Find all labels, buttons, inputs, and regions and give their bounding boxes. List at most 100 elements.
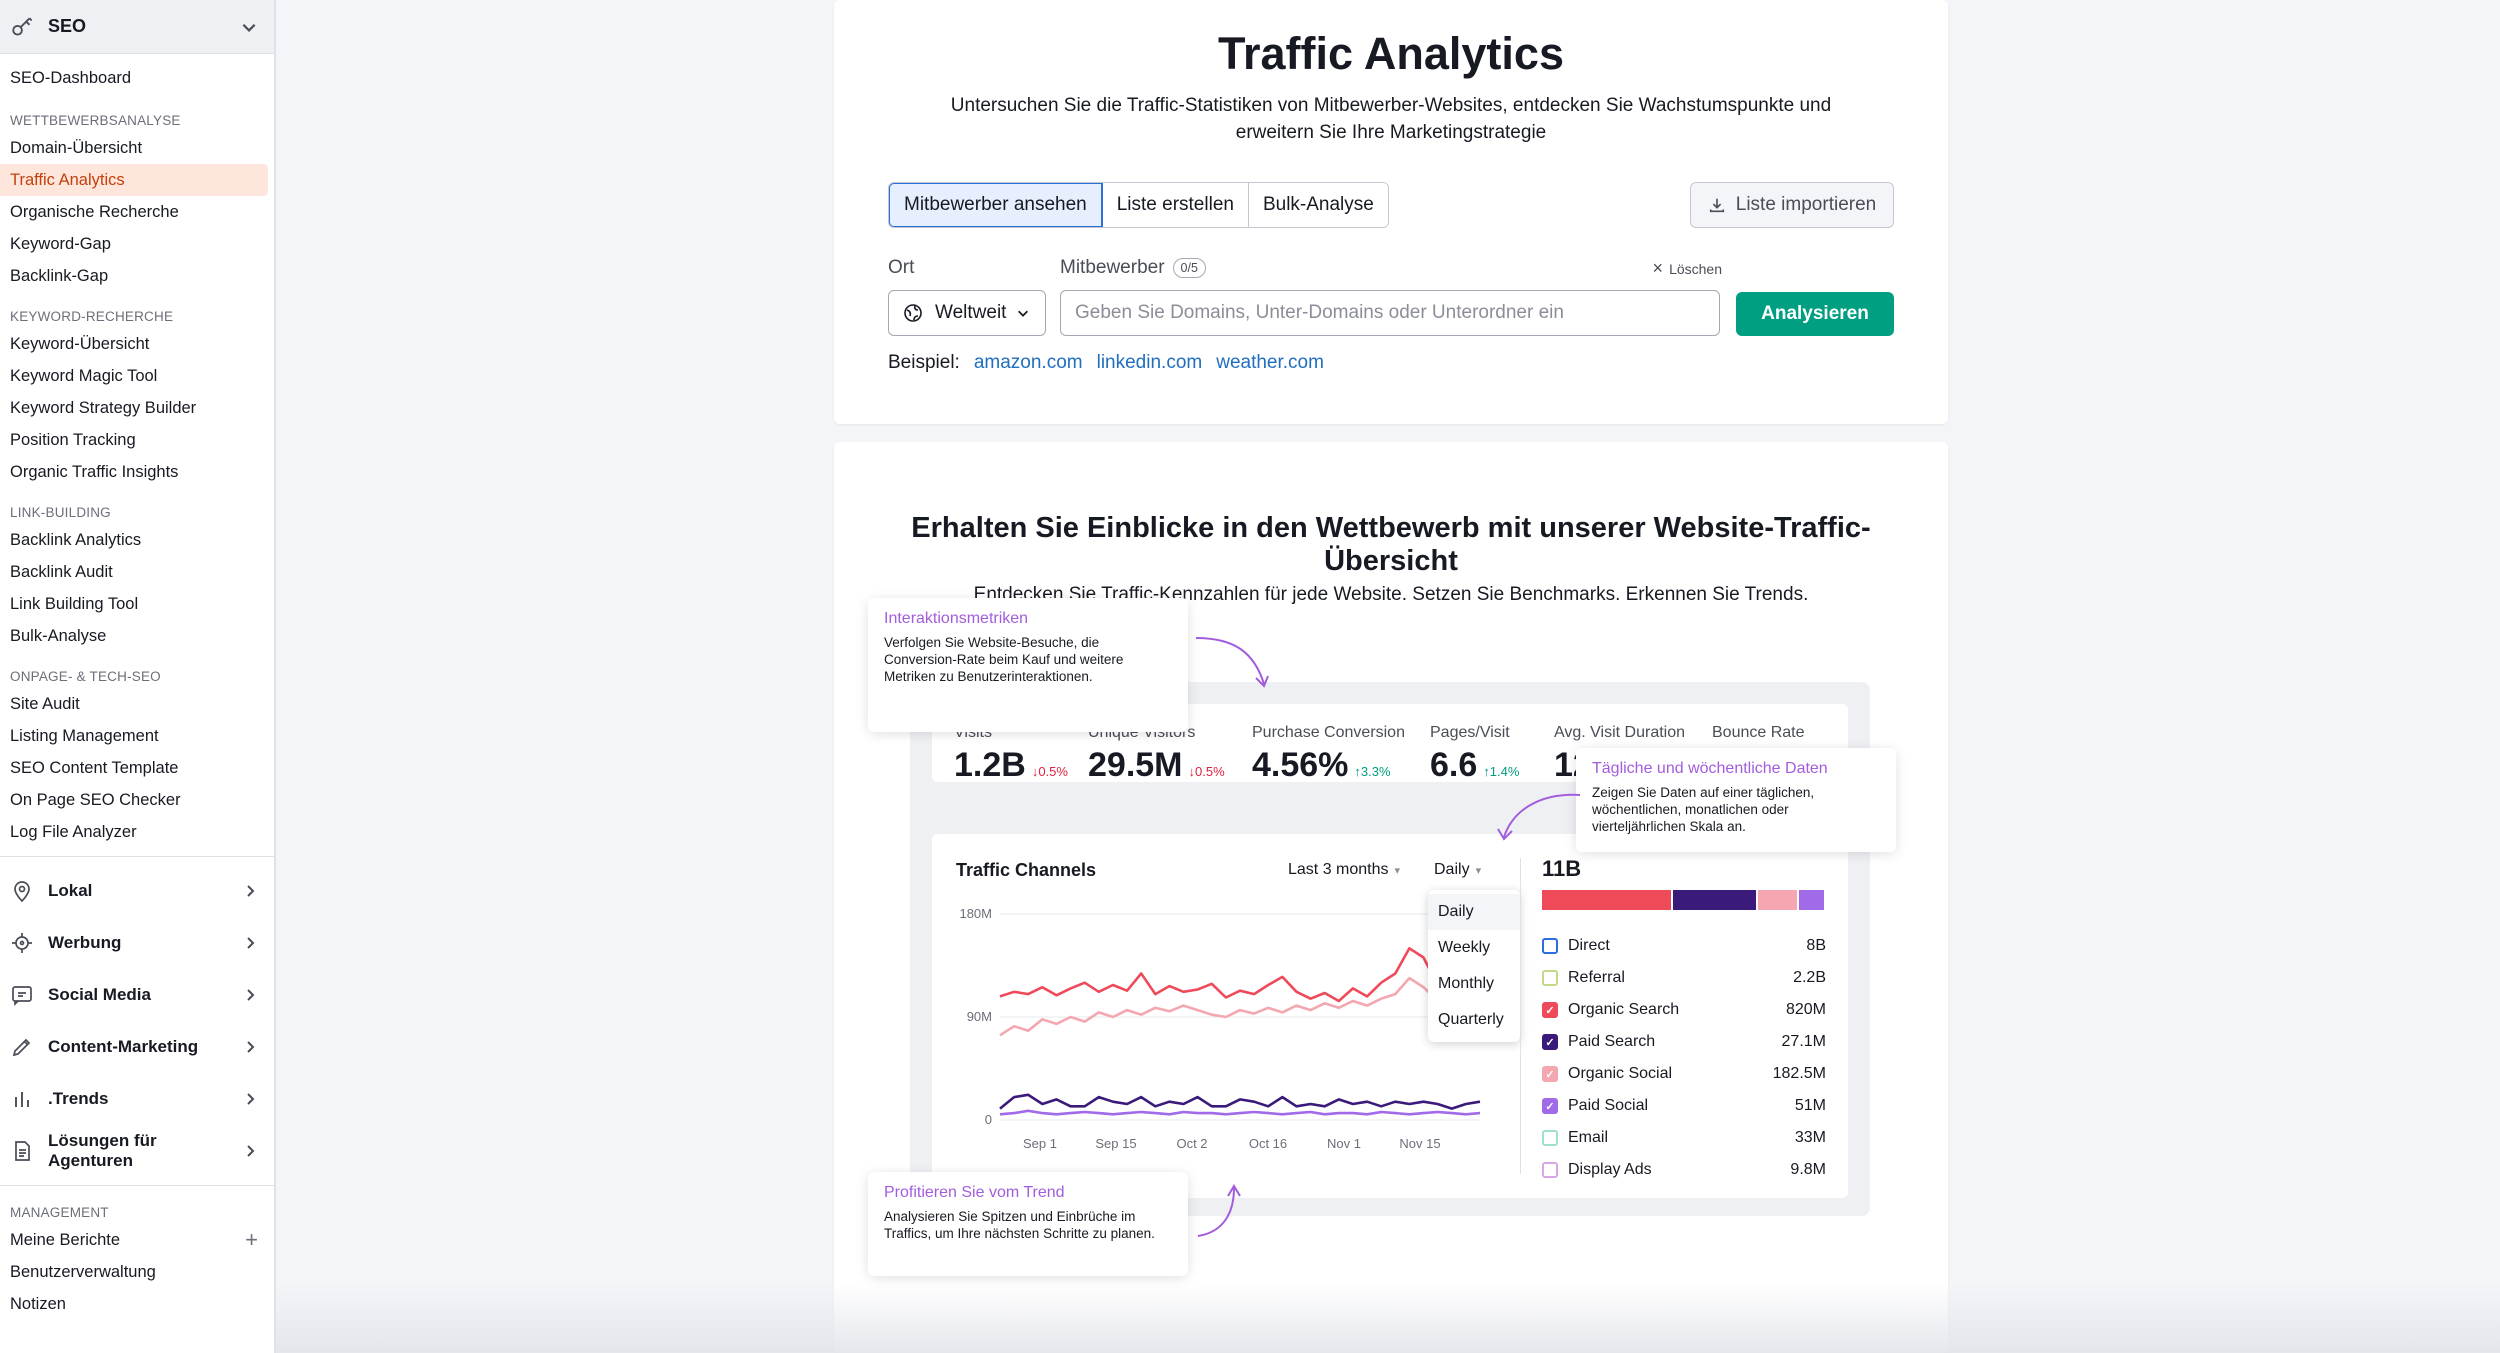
sidebar-item-site-audit[interactable]: Site Audit	[10, 694, 80, 713]
series-line	[999, 1093, 1481, 1110]
tab-bulk-analysis[interactable]: Bulk-Analyse	[1248, 183, 1388, 227]
sidebar-seo-header[interactable]: SEO	[0, 0, 274, 54]
sidebar-item-my-reports[interactable]: Meine Berichte +	[0, 1224, 274, 1256]
sidebar-item-traffic-analytics[interactable]: Traffic Analytics	[0, 164, 268, 196]
sidebar-item-backlink-gap[interactable]: Backlink-Gap	[10, 266, 109, 285]
sidebar-item-user-management[interactable]: Benutzerverwaltung	[0, 1256, 274, 1288]
legend-checkbox[interactable]: ✓	[1542, 1002, 1558, 1018]
legend-row[interactable]: ✓ Organic Social 182.5M	[1542, 1058, 1826, 1090]
channels-total: 11B	[1542, 856, 1582, 881]
legend-value: 820M	[1785, 1001, 1826, 1018]
chevron-down-icon[interactable]	[240, 18, 258, 36]
tab-create-list[interactable]: Liste erstellen	[1102, 183, 1249, 227]
sidebar-item-on-page-seo-checker[interactable]: On Page SEO Checker	[10, 790, 181, 809]
location-label: Ort	[888, 257, 915, 278]
legend-checkbox[interactable]: ✓	[1542, 1034, 1558, 1050]
sidebar-item-keyword-overview[interactable]: Keyword-Übersicht	[10, 334, 150, 353]
option-daily[interactable]: Daily	[1428, 894, 1520, 930]
example-link-amazon[interactable]: amazon.com	[973, 352, 1083, 373]
sidebar-tool-werbung[interactable]: Werbung	[0, 917, 274, 969]
legend-checkbox[interactable]: ✓	[1542, 1066, 1558, 1082]
traffic-channels-title: Traffic Channels	[956, 860, 1097, 880]
location-select[interactable]: Weltweit	[888, 290, 1046, 336]
sidebar-tool-trends[interactable]: .Trends	[0, 1073, 274, 1125]
sidebar-item-listing-management[interactable]: Listing Management	[10, 726, 159, 745]
legend-row[interactable]: ✓ Organic Search 820M	[1542, 994, 1826, 1026]
legend-row[interactable]: ✓ Paid Search 27.1M	[1542, 1026, 1826, 1058]
chat-icon	[12, 986, 32, 1007]
granularity-dropdown: Daily Weekly Monthly Quarterly	[1428, 890, 1520, 1042]
stack-segment	[1799, 890, 1824, 910]
sidebar-item-bulk-analysis[interactable]: Bulk-Analyse	[10, 626, 107, 645]
legend-name: Email	[1568, 1129, 1609, 1146]
example-link-linkedin[interactable]: linkedin.com	[1096, 352, 1203, 373]
sidebar-item-position-tracking[interactable]: Position Tracking	[10, 430, 136, 449]
sidebar-item-seo-dashboard[interactable]: SEO-Dashboard	[10, 68, 132, 87]
example-links: Beispiel: amazon.com linkedin.com weathe…	[888, 352, 1324, 374]
metric-purchase-conversion: Purchase Conversion 4.56% ↑3.3%	[1252, 724, 1405, 785]
legend-checkbox[interactable]	[1542, 970, 1558, 986]
channels-legend: Direct 8B Referral 2.2B ✓ Organic Search 820M ✓…	[1542, 930, 1826, 1186]
sidebar-item-keyword-strategy-builder[interactable]: Keyword Strategy Builder	[10, 398, 197, 417]
target-icon	[12, 933, 32, 953]
series-line	[999, 1109, 1481, 1116]
legend-value: 8B	[1806, 937, 1826, 954]
option-quarterly[interactable]: Quarterly	[1438, 1011, 1504, 1028]
sidebar-item-log-file-analyzer[interactable]: Log File Analyzer	[10, 822, 137, 841]
sidebar-item-backlink-audit[interactable]: Backlink Audit	[10, 562, 113, 581]
add-report-icon[interactable]: +	[245, 1227, 258, 1252]
legend-name: Direct	[1568, 937, 1610, 954]
sidebar-item-keyword-magic-tool[interactable]: Keyword Magic Tool	[10, 366, 158, 385]
sidebar-group-title: MANAGEMENT	[10, 1205, 109, 1220]
legend-row[interactable]: Direct 8B	[1542, 930, 1826, 962]
granularity-select[interactable]: Daily ▾	[1434, 861, 1481, 879]
sidebar-tool-label: Content-Marketing	[48, 1037, 199, 1056]
sidebar-tool-label: .Trends	[48, 1089, 109, 1108]
option-weekly[interactable]: Weekly	[1438, 939, 1491, 956]
competitor-domain-input[interactable]	[1060, 290, 1720, 336]
sidebar-tool-label: Social Media	[48, 985, 151, 1004]
callout-title: Profitieren Sie vom Trend	[884, 1184, 1065, 1201]
sidebar-item-seo-content-template[interactable]: SEO Content Template	[10, 758, 179, 777]
period-value: Last 3 months	[1288, 861, 1389, 878]
legend-value: 9.8M	[1790, 1161, 1826, 1178]
sidebar-item-keyword-gap[interactable]: Keyword-Gap	[10, 234, 111, 253]
legend-row[interactable]: Referral 2.2B	[1542, 962, 1826, 994]
chevron-right-icon	[247, 1093, 255, 1105]
legend-checkbox[interactable]	[1542, 938, 1558, 954]
legend-checkbox[interactable]	[1542, 1162, 1558, 1178]
legend-row[interactable]: Email 33M	[1542, 1122, 1826, 1154]
sidebar-item-organic-research[interactable]: Organische Recherche	[10, 202, 179, 221]
period-select[interactable]: Last 3 months ▾	[1288, 861, 1400, 879]
sidebar-tool-label: Werbung	[48, 933, 122, 952]
legend-checkbox[interactable]	[1542, 1130, 1558, 1146]
option-monthly[interactable]: Monthly	[1438, 975, 1495, 992]
sidebar-item-link-building-tool[interactable]: Link Building Tool	[10, 594, 139, 613]
metrics-row: Visits 1.2B ↓0.5% Unique Visitors 29.5M ↓0…	[932, 704, 1848, 785]
sidebar-tool-content-marketing[interactable]: Content-Marketing	[0, 1021, 274, 1073]
sidebar-divider	[0, 1185, 274, 1186]
series-line	[999, 976, 1481, 1037]
legend-row[interactable]: ✓ Paid Social 51M	[1542, 1090, 1826, 1122]
sidebar-tool-lokal[interactable]: Lokal	[0, 865, 274, 917]
sidebar-item-organic-traffic-insights[interactable]: Organic Traffic Insights	[10, 462, 179, 481]
sidebar-item-notes[interactable]: Notizen	[0, 1288, 274, 1320]
analyze-button[interactable]: Analysieren	[1736, 292, 1894, 336]
sidebar-tool-agency-solutions[interactable]: Lösungen für Agenturen	[0, 1125, 274, 1177]
metric-label: Pages/Visit	[1430, 724, 1510, 741]
location-pin-icon	[14, 881, 30, 903]
import-list-button[interactable]: Liste importieren	[1690, 182, 1894, 228]
tab-view-competitors[interactable]: Mitbewerber ansehen	[888, 183, 1103, 227]
legend-row[interactable]: Display Ads 9.8M	[1542, 1154, 1826, 1186]
traffic-line-chart: 180M 90M 0 Sep 1 Sep 15 Oct 2 Oct 16 Nov 1 Nov 1…	[959, 906, 1481, 1151]
legend-name: Referral	[1568, 969, 1625, 986]
legend-checkbox[interactable]: ✓	[1542, 1098, 1558, 1114]
sidebar-item-backlink-analytics[interactable]: Backlink Analytics	[10, 530, 142, 549]
sidebar-tool-social-media[interactable]: Social Media	[0, 969, 274, 1021]
example-link-weather[interactable]: weather.com	[1216, 352, 1324, 373]
chevron-right-icon	[247, 1041, 255, 1053]
legend-name: Paid Search	[1568, 1033, 1656, 1050]
clear-button[interactable]: × Löschen	[1653, 258, 1722, 279]
sidebar-item-domain-overview[interactable]: Domain-Übersicht	[10, 138, 143, 157]
location-value: Weltweit	[935, 302, 1007, 323]
